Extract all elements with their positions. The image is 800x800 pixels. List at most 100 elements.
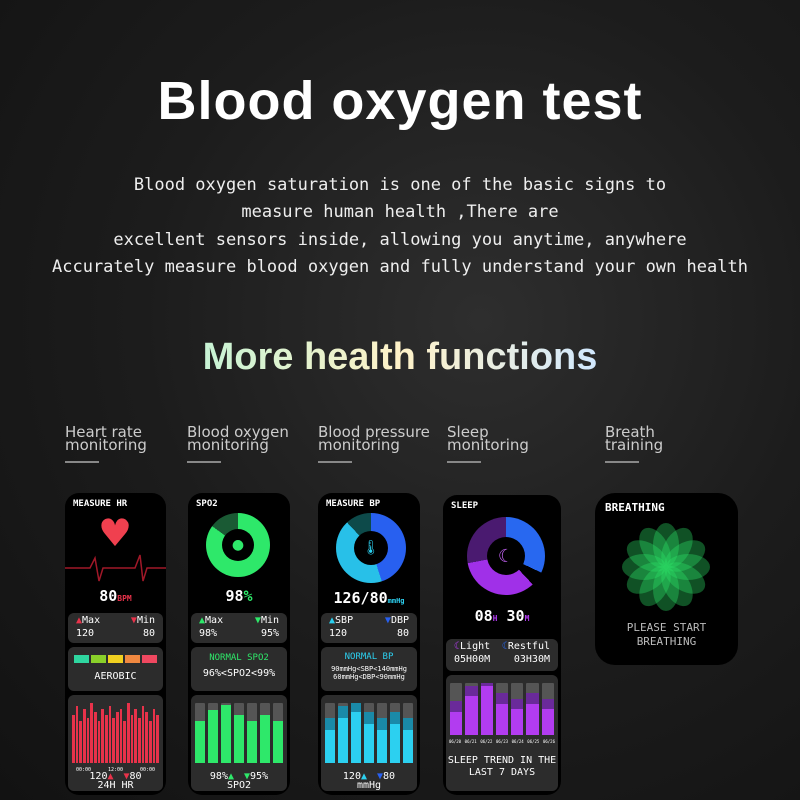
screen-title: SPO2 <box>196 499 218 509</box>
chart-bar <box>260 703 270 763</box>
chart-bar <box>156 703 160 763</box>
sleep-stages-card: ☾Light ☾Restful 05H00M 03H30M <box>446 639 558 671</box>
flower-petal <box>664 562 706 594</box>
heart-rate-screen: MEASURE HR ♥ 80BPM ▲Max ▼Min 120 80 AEROBIC… <box>65 493 166 795</box>
chart-bar <box>119 703 123 763</box>
flower-petal <box>653 523 679 567</box>
zone-label: AEROBIC <box>94 671 137 682</box>
chart-bar <box>72 703 75 763</box>
blood-pressure-screen: MEASURE BP 🌡 126/80mmHg ▲SBP ▼DBP 120 80 NO… <box>318 493 420 795</box>
chart-bar <box>351 703 361 763</box>
flower-petal <box>661 527 693 569</box>
flower-petal <box>626 540 668 572</box>
date-tick: 06/25 <box>527 739 540 744</box>
heart-icon: ♥ <box>98 511 133 555</box>
screen-title: SLEEP <box>451 501 479 511</box>
chart-bar <box>208 703 218 763</box>
section-subtitle: More health functions <box>0 336 800 379</box>
feature-label: Breath training <box>605 425 663 463</box>
chart-bar <box>141 703 145 763</box>
paragraph-line: excellent sensors inside, allowing you a… <box>113 230 687 250</box>
chart-bar <box>511 683 524 735</box>
chart-bar <box>94 703 97 763</box>
hr-value: 80 <box>99 587 118 605</box>
status-card: NORMAL SPO2 96%<SPO2<99% <box>191 647 287 691</box>
spo2-ring: ● <box>206 513 270 577</box>
drop-icon: ● <box>222 529 254 561</box>
chart-bar <box>90 703 94 763</box>
zone-card: AEROBIC <box>68 647 163 691</box>
spo2-chart-card: 98%▲ ▼95% SPO2 <box>191 695 287 791</box>
date-tick: 06/26 <box>542 739 555 744</box>
screen-title: BREATHING <box>605 501 665 514</box>
flower-petal <box>666 554 710 580</box>
paragraph-line: Blood oxygen saturation is one of the ba… <box>133 175 667 195</box>
chart-bar <box>149 703 152 763</box>
chart-bar <box>390 703 400 763</box>
chart-bar <box>138 703 141 763</box>
chart-bar <box>234 703 244 763</box>
chart-bar <box>495 683 509 735</box>
date-tick: 06/23 <box>495 739 509 744</box>
feature-label: Sleep monitoring <box>447 425 529 463</box>
chart-bar <box>465 683 478 735</box>
ecg-line-icon <box>65 554 166 582</box>
date-tick: 06/20 <box>449 739 462 744</box>
feature-label: Heart rate monitoring <box>65 425 147 463</box>
flower-petal <box>653 567 679 611</box>
status-card: NORMAL BP 90mmHg<SBP<140mmHg 60mmHg<DBP<90… <box>321 647 417 691</box>
chart-bar <box>364 703 374 763</box>
chart-bar <box>403 703 413 763</box>
page-title: Blood oxygen test <box>157 71 643 131</box>
chart-bar <box>221 703 231 763</box>
paragraph-line: Accurately measure blood oxygen and full… <box>52 257 748 277</box>
sleep-screen: SLEEP ☾ 08H 30M ☾Light ☾Restful 05H00M 03H3… <box>443 495 561 795</box>
flower-petal <box>664 540 706 572</box>
chart-bar <box>273 703 283 763</box>
chart-bar <box>127 703 130 763</box>
flower-petal <box>661 565 693 607</box>
date-tick: 06/21 <box>464 739 477 744</box>
chart-bar <box>377 703 387 763</box>
chart-bar <box>247 703 257 763</box>
moon-icon: ☾ <box>487 537 525 575</box>
flower-petal <box>639 565 671 607</box>
breathing-prompt: PLEASE START BREATHING <box>626 621 707 648</box>
sleep-trend-card: 06/20 06/21 06/22 06/23 06/24 06/25 06/26 SLEE… <box>446 675 558 791</box>
breathing-flower-icon <box>622 523 710 611</box>
chart-bar <box>325 703 335 763</box>
feature-label: Blood oxygen monitoring <box>187 425 289 463</box>
date-tick: 06/22 <box>480 739 493 744</box>
breathing-screen: BREATHING PLEASE START BREATHING <box>595 493 738 665</box>
chart-bar <box>541 683 554 735</box>
chart-bar <box>108 703 112 763</box>
chart-bar <box>112 703 116 763</box>
paragraph-line: measure human health ,There are <box>241 202 559 222</box>
screen-title: MEASURE BP <box>326 499 381 509</box>
flower-petal <box>622 554 666 580</box>
chart-bar <box>145 703 149 763</box>
hr-chart-card: 00:00 12:00 00:00 120▲ ▼80 24H HR <box>68 695 163 791</box>
sbp-dbp-card: ▲SBP ▼DBP 120 80 <box>321 613 417 643</box>
chart-bar <box>130 703 134 763</box>
flower-petal <box>639 527 671 569</box>
chart-bar <box>134 703 138 763</box>
thermometer-icon: 🌡 <box>354 531 388 565</box>
date-tick: 06/24 <box>511 739 524 744</box>
min-max-card: ▲Max ▼Min 98% 95% <box>191 613 287 643</box>
chart-bar <box>116 703 119 763</box>
bp-chart-card: 120▲ ▼80 mmHg <box>321 695 417 791</box>
chart-bar <box>338 703 348 763</box>
min-max-card: ▲Max ▼Min 120 80 <box>68 613 163 643</box>
sleep-ring: ☾ <box>467 517 545 595</box>
chart-bar <box>83 703 86 763</box>
chart-bar <box>195 703 205 763</box>
spo2-screen: SPO2 ● 98% ▲Max ▼Min 98% 95% NORMAL SPO2 96%… <box>188 493 290 795</box>
screen-title: MEASURE HR <box>73 499 128 509</box>
chart-bar <box>450 683 463 735</box>
chart-bar <box>480 683 493 735</box>
chart-bar <box>105 703 108 763</box>
chart-bar <box>79 703 83 763</box>
chart-bar <box>75 703 79 763</box>
chart-bar <box>526 683 539 735</box>
